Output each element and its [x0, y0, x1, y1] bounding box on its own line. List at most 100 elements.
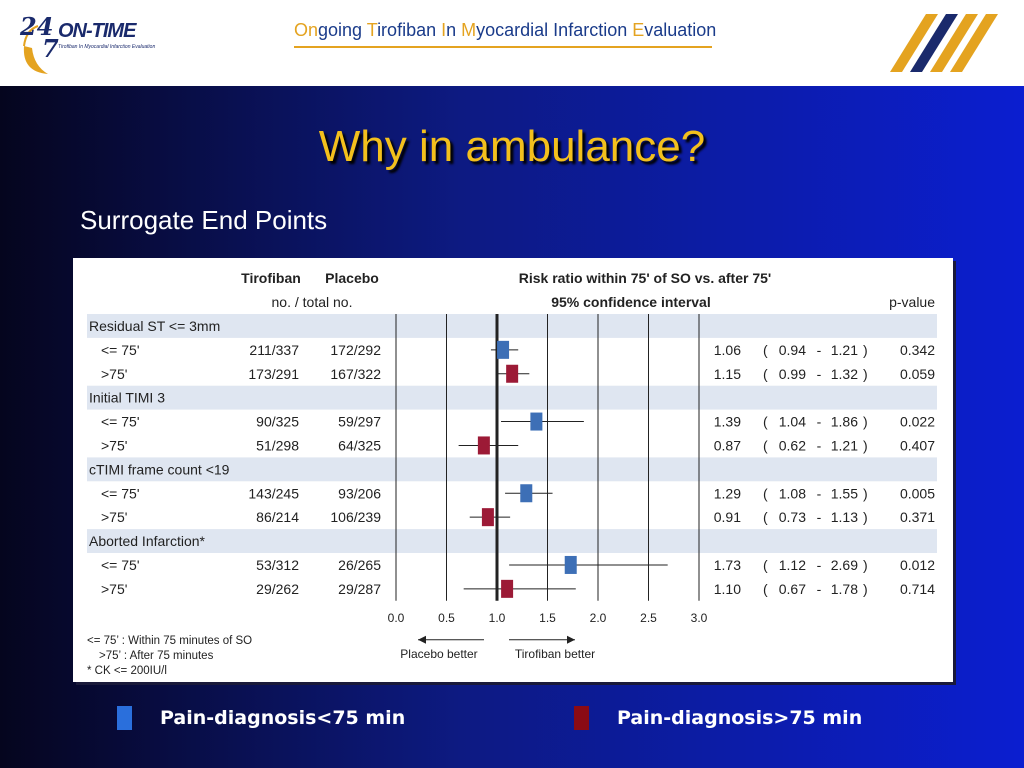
ci-upper: 1.32: [831, 366, 858, 382]
tirofiban-count: 143/245: [248, 485, 299, 501]
risk-ratio-value: 1.10: [714, 581, 741, 597]
row-label: <= 75': [101, 557, 140, 573]
header-underline: [294, 46, 712, 48]
point-estimate-late: [501, 579, 514, 598]
ci-lower: 1.12: [779, 557, 806, 573]
x-tick-label: 2.5: [640, 611, 657, 625]
ci-close-paren: ): [863, 342, 868, 358]
header-bar: 24 7 ON-TIME Tirofiban In Myocardial Inf…: [0, 0, 1024, 86]
on-time-logo: 24 7 ON-TIME Tirofiban In Myocardial Inf…: [18, 10, 155, 76]
header-tirofiban: Tirofiban: [241, 270, 301, 286]
ci-dash: -: [817, 509, 822, 525]
ci-upper: 1.13: [831, 509, 858, 525]
ci-dash: -: [817, 557, 822, 573]
ci-upper: 1.21: [831, 437, 858, 453]
ci-close-paren: ): [863, 437, 868, 453]
header-risk-ratio: Risk ratio within 75' of SO vs. after 75…: [519, 270, 772, 286]
p-value: 0.371: [900, 509, 935, 525]
tirofiban-count: 86/214: [256, 509, 299, 525]
ci-lower: 0.62: [779, 437, 806, 453]
tirofiban-count: 90/325: [256, 414, 299, 430]
tirofiban-count: 173/291: [248, 366, 299, 382]
placebo-count: 29/287: [338, 581, 381, 597]
slide-title: Why in ambulance?: [318, 122, 706, 171]
study-name-part: irofiban: [377, 20, 442, 40]
row-label: >75': [101, 437, 127, 453]
group-band: [87, 457, 937, 482]
ci-dash: -: [817, 342, 822, 358]
arrow-left-icon: [418, 635, 426, 644]
footnote: <= 75’ : Within 75 minutes of SO: [87, 635, 252, 647]
group-band: [87, 529, 937, 553]
placebo-count: 167/322: [330, 366, 381, 382]
ci-close-paren: ): [863, 485, 868, 501]
study-name-part: I: [441, 20, 447, 40]
tirofiban-count: 51/298: [256, 437, 299, 453]
row-label: <= 75': [101, 414, 140, 430]
legend-swatch-late: [574, 706, 589, 730]
placebo-count: 93/206: [338, 485, 381, 501]
ci-close-paren: ): [863, 414, 868, 430]
ci-lower: 0.73: [779, 509, 806, 525]
forest-plot: 0.0 0.5 1.0 1.5 2.0 2.5 3.0 Tirofiban Placebo no.…: [87, 270, 937, 677]
group-label: cTIMI frame count <19: [89, 461, 230, 477]
tirofiban-better-label: Tirofiban better: [515, 647, 595, 661]
legend-label-early: Pain-diagnosis<75 min: [160, 707, 406, 729]
ci-open-paren: (: [763, 366, 768, 382]
ci-open-paren: (: [763, 509, 768, 525]
ci-open-paren: (: [763, 581, 768, 597]
placebo-count: 106/239: [330, 509, 381, 525]
ci-dash: -: [817, 366, 822, 382]
study-name-part: On: [294, 20, 319, 40]
x-tick-label: 2.0: [590, 611, 607, 625]
study-name: Ongoing Tirofiban In Myocardial Infarcti…: [294, 20, 716, 41]
header-pvalue: p-value: [889, 294, 935, 310]
risk-ratio-value: 1.15: [714, 366, 741, 382]
study-name-part: going: [318, 20, 367, 40]
logo-24: 24: [20, 12, 54, 41]
logo-name: ON-TIME: [58, 20, 136, 42]
ci-lower: 0.99: [779, 366, 806, 382]
p-value: 0.407: [900, 437, 935, 453]
ci-close-paren: ): [863, 366, 868, 382]
ci-open-paren: (: [763, 437, 768, 453]
risk-ratio-value: 1.73: [714, 557, 741, 573]
group-label: Aborted Infarction*: [89, 533, 206, 549]
risk-ratio-value: 1.06: [714, 342, 741, 358]
x-tick-label: 1.5: [539, 611, 556, 625]
p-value: 0.059: [900, 366, 935, 382]
group-band: [87, 314, 937, 338]
ci-close-paren: ): [863, 557, 868, 573]
point-estimate-early: [520, 484, 533, 503]
ci-lower: 0.67: [779, 581, 806, 597]
group-label: Residual ST <= 3mm: [89, 318, 220, 334]
footnote: * CK <= 200IU/l: [87, 665, 167, 677]
stripes-logo: [890, 14, 998, 72]
ci-upper: 2.69: [831, 557, 858, 573]
p-value: 0.005: [900, 485, 935, 501]
point-estimate-late: [506, 364, 519, 383]
risk-ratio-value: 1.39: [714, 414, 741, 430]
legend-early: Pain-diagnosis<75 min: [117, 706, 405, 730]
ci-lower: 0.94: [779, 342, 806, 358]
logo-7: 7: [42, 34, 59, 63]
x-tick-label: 3.0: [691, 611, 708, 625]
row-label: >75': [101, 509, 127, 525]
ci-open-paren: (: [763, 414, 768, 430]
study-name-part: E: [632, 20, 645, 40]
ci-lower: 1.04: [779, 414, 806, 430]
ci-dash: -: [817, 485, 822, 501]
study-name-part: M: [461, 20, 477, 40]
slide-subtitle: Surrogate End Points: [80, 205, 328, 235]
ci-close-paren: ): [863, 509, 868, 525]
point-estimate-early: [530, 412, 543, 431]
header-placebo: Placebo: [325, 270, 379, 286]
risk-ratio-value: 1.29: [714, 485, 741, 501]
placebo-count: 172/292: [330, 342, 381, 358]
ci-open-paren: (: [763, 557, 768, 573]
point-estimate-early: [564, 555, 577, 574]
ci-upper: 1.86: [831, 414, 858, 430]
footnote: >75’ : After 75 minutes: [99, 650, 214, 662]
p-value: 0.342: [900, 342, 935, 358]
study-name-part: yocardial Infarction: [476, 20, 633, 40]
